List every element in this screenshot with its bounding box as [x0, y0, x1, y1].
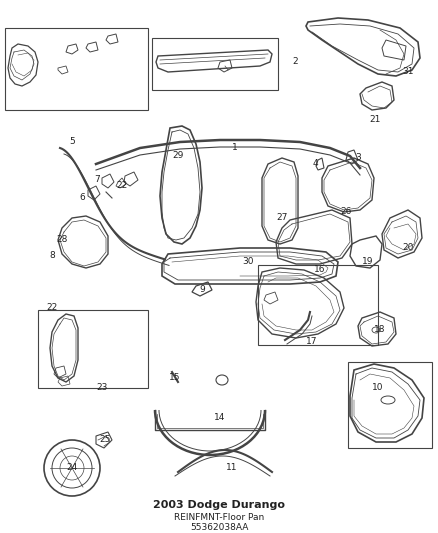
- Text: 20: 20: [403, 244, 413, 253]
- Bar: [258, 265, 378, 345]
- Text: 2: 2: [292, 58, 298, 67]
- Bar: [38, 310, 148, 388]
- Text: 21: 21: [369, 116, 381, 125]
- Text: 22: 22: [46, 303, 58, 312]
- Text: 30: 30: [242, 257, 254, 266]
- Text: 2003 Dodge Durango: 2003 Dodge Durango: [153, 500, 285, 510]
- Text: 7: 7: [94, 175, 100, 184]
- Text: 6: 6: [79, 192, 85, 201]
- Text: 9: 9: [199, 286, 205, 295]
- Text: 5: 5: [69, 138, 75, 147]
- Text: 14: 14: [214, 414, 226, 423]
- Text: 31: 31: [402, 68, 414, 77]
- Text: 27: 27: [276, 214, 288, 222]
- Text: 10: 10: [372, 384, 384, 392]
- Text: 55362038AA: 55362038AA: [190, 522, 248, 531]
- Text: 22: 22: [117, 181, 127, 190]
- Text: 25: 25: [99, 435, 111, 445]
- Text: 24: 24: [67, 464, 78, 472]
- Text: 3: 3: [355, 152, 361, 161]
- Text: 15: 15: [169, 374, 181, 383]
- Text: REINFMNT-Floor Pan: REINFMNT-Floor Pan: [174, 513, 264, 521]
- Text: 1: 1: [232, 143, 238, 152]
- Bar: [5, 28, 148, 110]
- Text: 17: 17: [306, 337, 318, 346]
- Text: 4: 4: [312, 158, 318, 167]
- Text: 26: 26: [340, 207, 352, 216]
- Text: 8: 8: [49, 251, 55, 260]
- Text: 28: 28: [57, 236, 68, 245]
- Bar: [348, 362, 432, 448]
- Text: 18: 18: [374, 326, 386, 335]
- Text: 11: 11: [226, 464, 238, 472]
- Text: 19: 19: [362, 257, 374, 266]
- Text: 16: 16: [314, 265, 326, 274]
- Bar: [152, 38, 278, 90]
- Text: 23: 23: [96, 384, 108, 392]
- Text: 29: 29: [172, 150, 184, 159]
